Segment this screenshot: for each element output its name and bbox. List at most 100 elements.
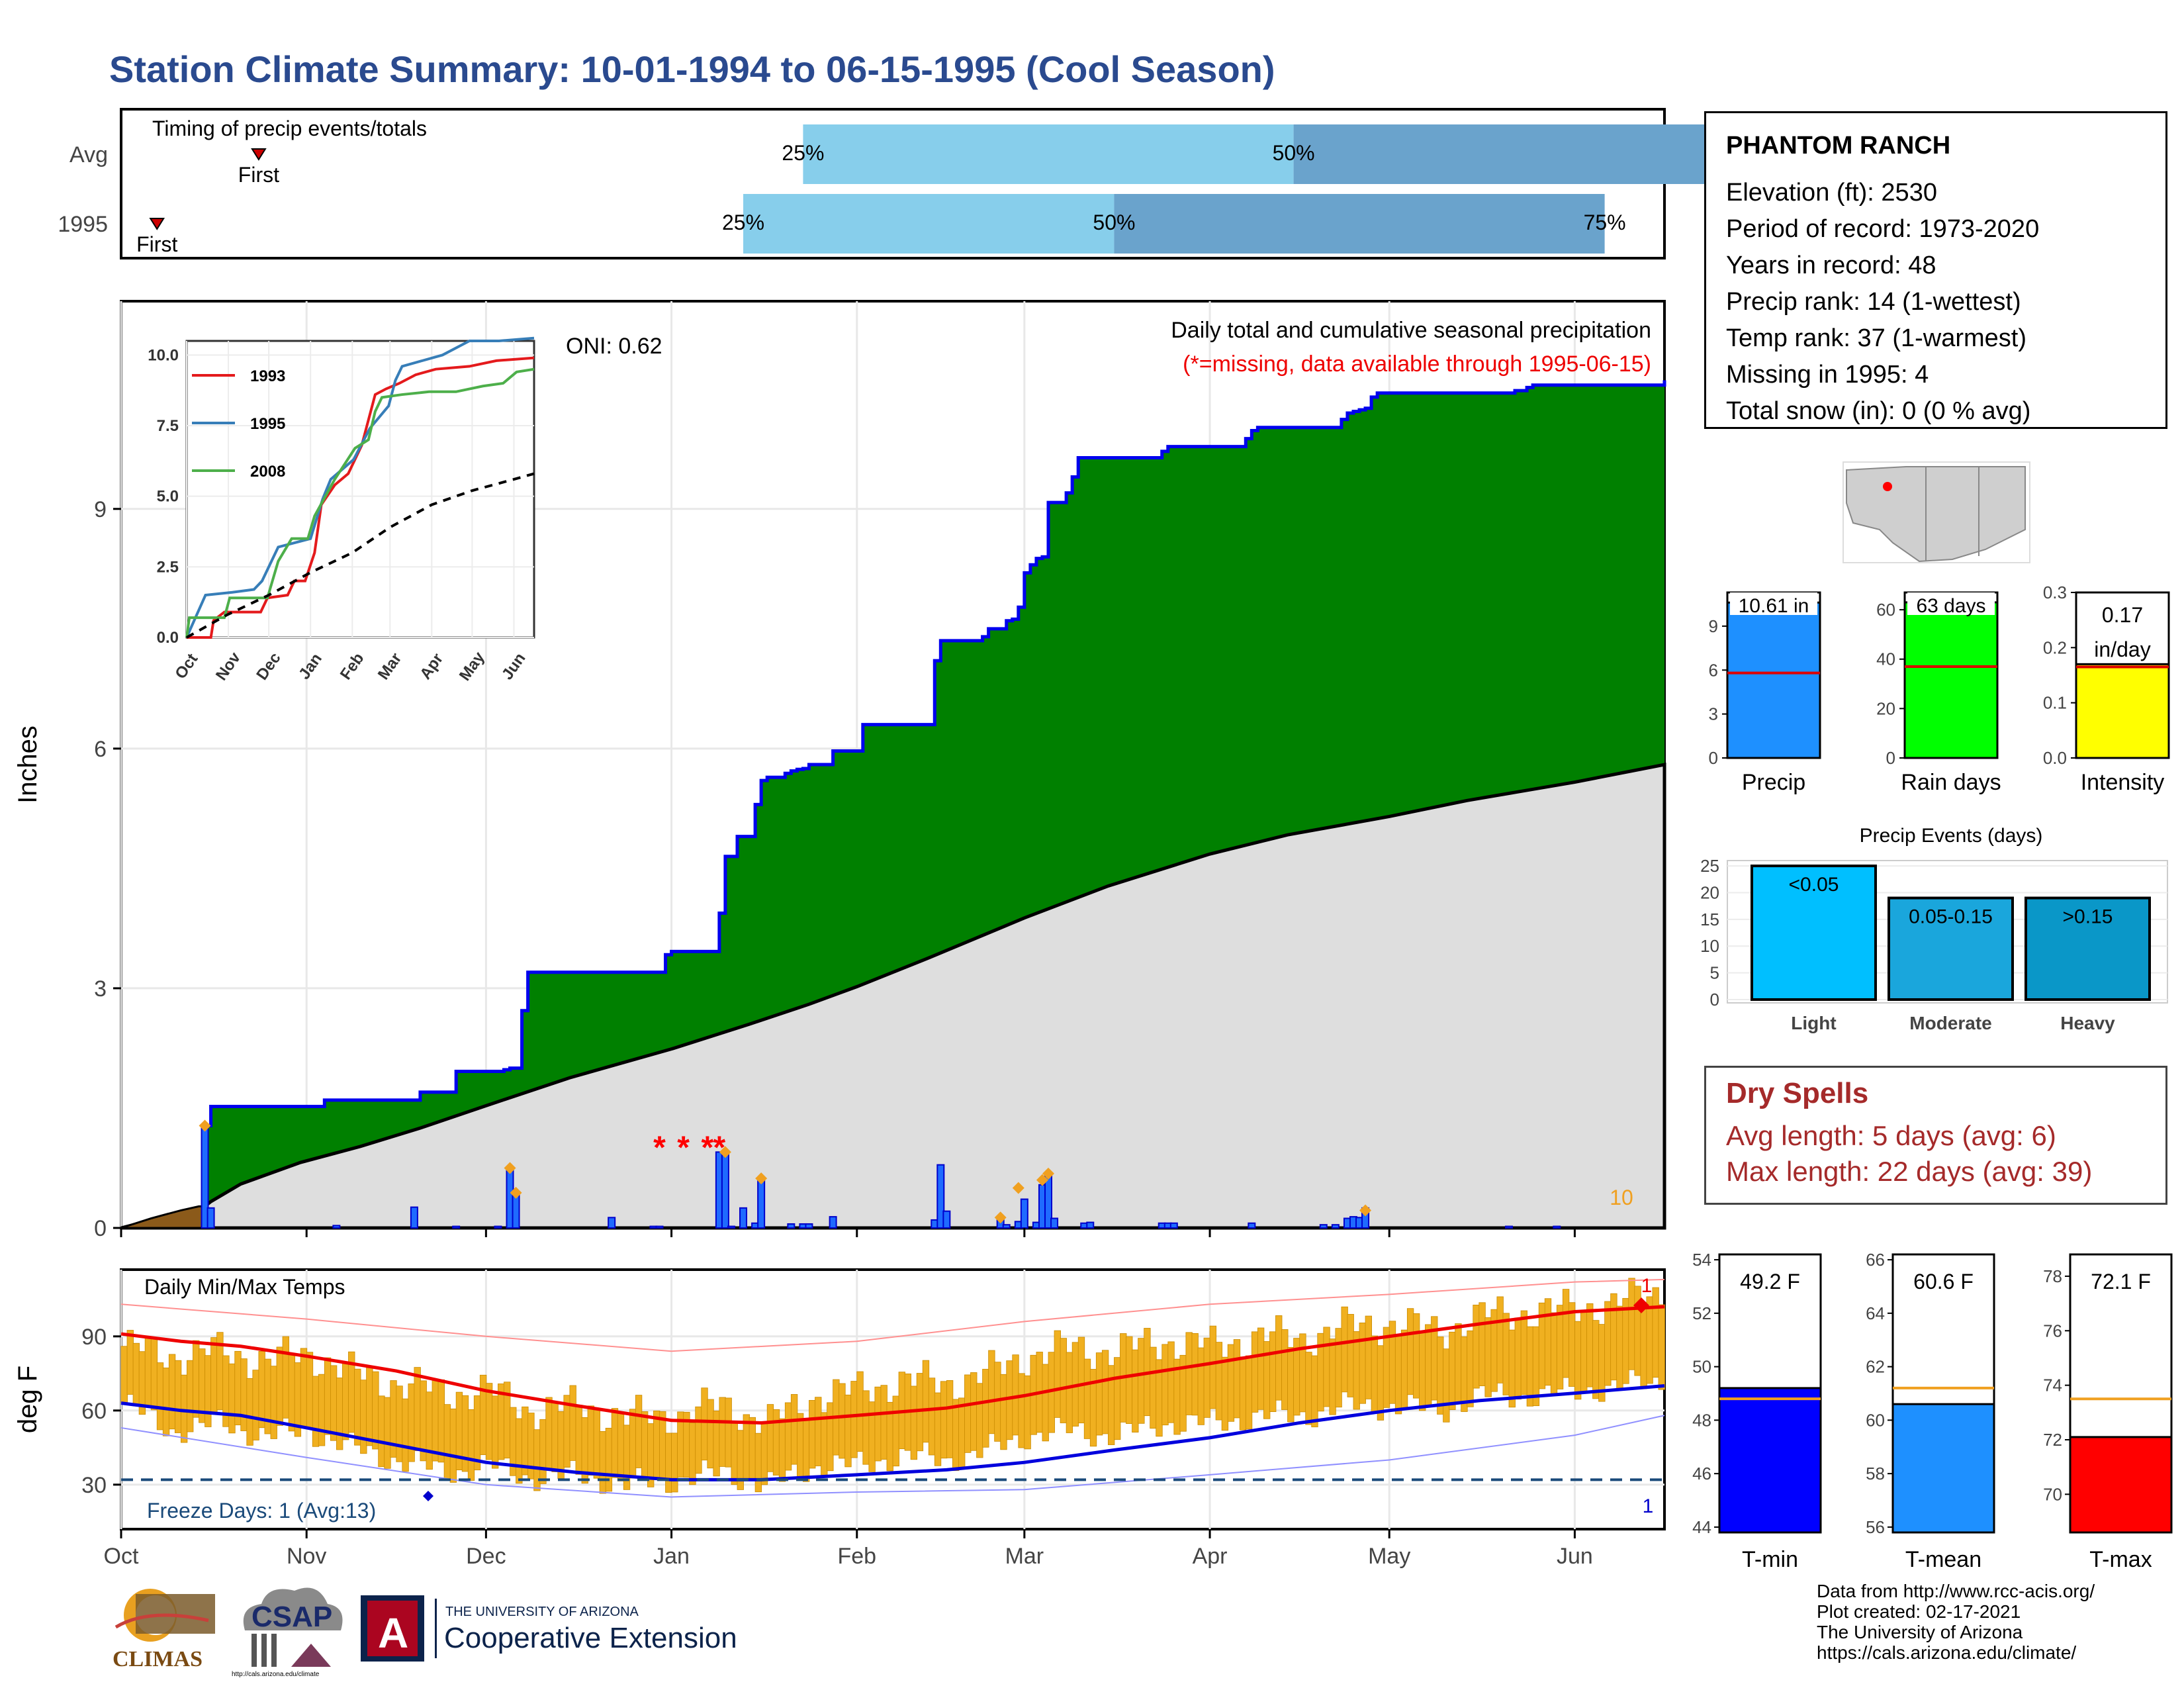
precip-marker-diamond	[755, 1172, 768, 1185]
credit-org: The University of Arizona	[1817, 1622, 2023, 1642]
daily-precip-bar	[787, 1223, 796, 1229]
timing-label-25: 25%	[722, 211, 764, 234]
temp-range-bar	[1556, 1305, 1564, 1389]
temp-range-bar	[132, 1342, 140, 1407]
temp-total-y-tick: 66	[1866, 1250, 1885, 1270]
temp-range-bar	[1496, 1296, 1504, 1383]
precip-marker-diamond	[719, 1146, 731, 1158]
temp-range-bar	[803, 1419, 810, 1482]
credit-source: Data from http://www.rcc-acis.org/	[1817, 1581, 2095, 1601]
dry-spells-avg: Avg length: 5 days (avg: 6)	[1726, 1120, 2056, 1151]
climas-logo-text: CLIMAS	[113, 1647, 203, 1671]
total-y-tick: 0.1	[2043, 693, 2067, 713]
temp-range-bar	[336, 1378, 343, 1450]
temp-range-bar	[1502, 1313, 1510, 1395]
oni-label: ONI: 0.62	[566, 334, 662, 359]
temp-total-y-tick: 72	[2043, 1430, 2062, 1450]
temp-range-bar	[1209, 1325, 1216, 1409]
temp-range-bar	[892, 1395, 899, 1467]
daily-precip-bar	[332, 1225, 341, 1229]
temp-range-bar	[156, 1362, 164, 1430]
temp-range-bar	[1484, 1317, 1492, 1397]
total-y-tick: 0.3	[2043, 583, 2067, 602]
temp-range-bar	[772, 1409, 780, 1476]
temp-x-tick: Mar	[1005, 1544, 1044, 1569]
station-info-line: Years in record: 48	[1726, 252, 1936, 279]
daily-precip-bar	[936, 1164, 945, 1229]
daily-precip-bar	[1050, 1217, 1059, 1229]
temp-range-bar	[1227, 1344, 1235, 1422]
events-title: Precip Events (days)	[1860, 825, 2043, 847]
rain-days-value-box	[1907, 592, 1995, 615]
daily-precip-bar	[206, 1207, 215, 1229]
temp-range-bar	[1400, 1329, 1408, 1410]
daily-precip-bar	[410, 1206, 418, 1229]
temp-range-bar	[766, 1404, 774, 1472]
temp-range-bar	[306, 1352, 314, 1430]
total-y-tick: 0	[1709, 748, 1718, 768]
temp-total-y-tick: 76	[2043, 1321, 2062, 1340]
temp-range-bar	[1353, 1331, 1360, 1410]
precip-subtitle: (*=missing, data available through 1995-…	[1183, 352, 1651, 377]
temp-range-bar	[1388, 1321, 1396, 1404]
temp-range-bar	[659, 1411, 666, 1478]
temp-range-bar	[180, 1374, 188, 1443]
temp-total-y-tick: 64	[1866, 1303, 1885, 1323]
temp-range-bar	[1341, 1306, 1348, 1393]
station-location-marker	[1883, 482, 1892, 491]
missing-data-marker: *	[713, 1130, 726, 1165]
temp-total-y-tick: 62	[1866, 1357, 1885, 1377]
temp-total-y-tick: 46	[1692, 1464, 1711, 1483]
daily-precip-bar	[805, 1223, 813, 1229]
station-info-line: Total snow (in): 0 (0 % avg)	[1726, 397, 2031, 425]
temp-total-y-tick: 70	[2043, 1484, 2062, 1504]
temp-range-bar	[228, 1363, 236, 1434]
total-y-tick: 9	[1709, 616, 1718, 636]
total-axis-label: Rain days	[1901, 770, 2001, 795]
precip-y-tick: 0	[94, 1216, 107, 1241]
precip-y-tick: 9	[94, 497, 107, 522]
temp-range-bar	[437, 1379, 445, 1463]
temp-range-bar	[599, 1430, 607, 1494]
temp-range-bar	[402, 1398, 409, 1472]
temp-top-marker	[1633, 1297, 1649, 1313]
inset-y-tick: 7.5	[157, 417, 179, 435]
temp-range-bar	[1281, 1329, 1289, 1410]
temp-range-bar	[522, 1406, 529, 1476]
precip-y-tick: 3	[94, 976, 107, 1002]
daily-precip-bar	[1248, 1222, 1256, 1229]
temp-total-axis-label: T-mean	[1905, 1547, 1981, 1572]
daily-precip-bar	[1020, 1198, 1028, 1229]
temp-range-bar	[1371, 1335, 1379, 1414]
temp-range-bar	[844, 1394, 852, 1468]
temp-range-bar	[731, 1423, 738, 1485]
temp-range-bar	[1347, 1314, 1354, 1397]
csap-logo-url: http://cals.arizona.edu/climate	[232, 1671, 320, 1678]
temp-total-y-tick: 74	[2043, 1376, 2062, 1395]
tmin-average-line	[120, 1383, 1665, 1481]
temp-range-bar	[384, 1397, 391, 1469]
dry-spells-title: Dry Spells	[1726, 1077, 1869, 1109]
temp-range-bar	[258, 1350, 265, 1429]
temp-total-bar	[2069, 1436, 2173, 1534]
temp-range-bar	[671, 1432, 678, 1493]
temp-range-bar	[796, 1413, 804, 1478]
station-info-line: Temp rank: 37 (1-warmest)	[1726, 324, 2027, 352]
total-y-tick: 60	[1876, 600, 1895, 620]
temp-range-bar	[120, 1346, 128, 1403]
daily-precip-bar	[727, 1225, 735, 1229]
temp-total-y-tick: 52	[1692, 1303, 1711, 1323]
temp-total-axis-label: T-min	[1742, 1547, 1798, 1572]
temp-range-bar	[1622, 1297, 1629, 1384]
temp-range-bar	[874, 1386, 882, 1462]
temp-range-bar	[300, 1348, 308, 1427]
temp-range-bar	[1640, 1304, 1647, 1389]
events-bar	[2025, 896, 2151, 1001]
temp-range-bar	[701, 1387, 708, 1461]
station-info-line: Elevation (ft): 2530	[1726, 179, 1937, 207]
dry-spells-panel: Dry Spells Avg length: 5 days (avg: 6) M…	[1704, 1066, 2167, 1205]
temp-range-bar	[1150, 1346, 1157, 1429]
temp-range-bar	[1652, 1287, 1659, 1378]
temp-y-tick: 60	[81, 1399, 107, 1424]
events-bar-label: >0.15	[2063, 906, 2113, 928]
